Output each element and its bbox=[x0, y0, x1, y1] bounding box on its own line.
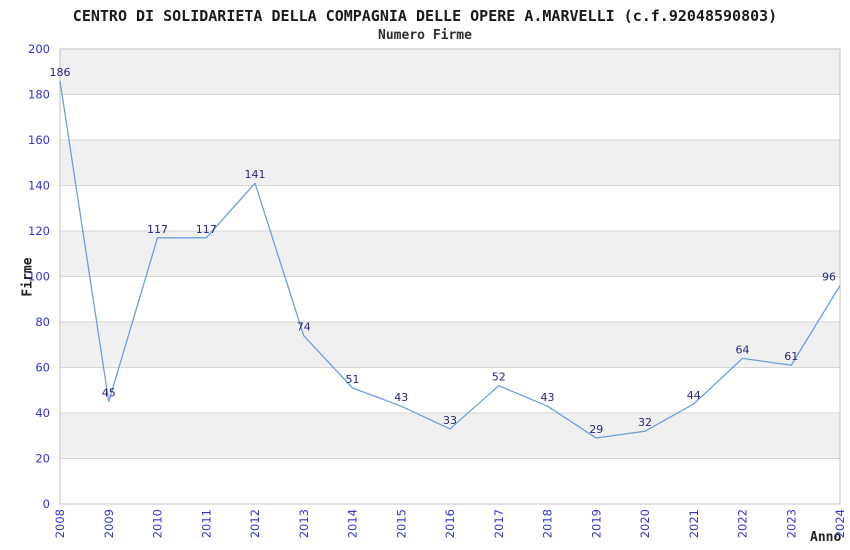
x-tick-label: 2020 bbox=[638, 509, 652, 538]
value-label: 117 bbox=[147, 223, 168, 236]
plot-band bbox=[60, 49, 840, 95]
value-label: 141 bbox=[245, 168, 266, 181]
value-label: 96 bbox=[822, 271, 836, 284]
value-label: 32 bbox=[638, 416, 652, 429]
chart-title: CENTRO DI SOLIDARIETA DELLA COMPAGNIA DE… bbox=[72, 7, 778, 25]
x-tick-label: 2022 bbox=[736, 509, 750, 538]
chart-subtitle: Numero Firme bbox=[378, 28, 472, 43]
x-tick-label: 2008 bbox=[53, 509, 67, 538]
y-tick-label: 60 bbox=[35, 361, 50, 375]
x-tick-label: 2019 bbox=[589, 509, 603, 538]
plot-band bbox=[60, 413, 840, 459]
value-label: 29 bbox=[589, 423, 603, 436]
x-tick-label: 2010 bbox=[151, 509, 165, 538]
x-tick-label: 2024 bbox=[833, 509, 847, 538]
value-label: 44 bbox=[687, 389, 701, 402]
x-tick-label: 2015 bbox=[394, 509, 408, 538]
plot-band bbox=[60, 322, 840, 368]
y-tick-label: 0 bbox=[43, 497, 50, 511]
value-label: 43 bbox=[394, 391, 408, 404]
y-tick-label: 40 bbox=[35, 406, 50, 420]
x-tick-label: 2021 bbox=[687, 509, 701, 538]
x-tick-label: 2023 bbox=[784, 509, 798, 538]
plot-border bbox=[59, 48, 841, 505]
y-tick-label: 100 bbox=[28, 270, 50, 284]
y-tick-label: 140 bbox=[28, 179, 50, 193]
y-tick-label: 20 bbox=[35, 452, 50, 466]
value-label: 186 bbox=[50, 66, 71, 79]
value-label: 45 bbox=[102, 387, 116, 400]
value-label: 43 bbox=[541, 391, 555, 404]
value-label: 51 bbox=[346, 373, 360, 386]
x-tick-label: 2016 bbox=[443, 509, 457, 538]
x-tick-label: 2013 bbox=[297, 509, 311, 538]
series-line bbox=[59, 80, 841, 439]
x-tick-label: 2014 bbox=[346, 509, 360, 538]
value-label: 64 bbox=[736, 343, 750, 356]
y-tick-label: 180 bbox=[28, 88, 50, 102]
x-tick-label: 2012 bbox=[248, 509, 262, 538]
plot-band bbox=[60, 140, 840, 186]
x-axis-title: Anno bbox=[810, 530, 842, 545]
value-label: 117 bbox=[196, 223, 217, 236]
plot-band bbox=[60, 231, 840, 277]
x-tick-label: 2009 bbox=[102, 509, 116, 538]
x-tick-label: 2011 bbox=[199, 509, 213, 538]
y-tick-label: 120 bbox=[28, 224, 50, 238]
y-axis-title: Firme bbox=[20, 257, 36, 297]
value-label: 74 bbox=[297, 321, 311, 334]
value-label: 52 bbox=[492, 371, 506, 384]
value-label: 61 bbox=[784, 350, 798, 363]
y-tick-label: 80 bbox=[35, 315, 50, 329]
x-tick-label: 2017 bbox=[492, 509, 506, 538]
y-tick-label: 200 bbox=[28, 42, 50, 56]
x-tick-label: 2018 bbox=[541, 509, 555, 538]
value-label: 33 bbox=[443, 414, 457, 427]
y-tick-label: 160 bbox=[28, 133, 50, 147]
